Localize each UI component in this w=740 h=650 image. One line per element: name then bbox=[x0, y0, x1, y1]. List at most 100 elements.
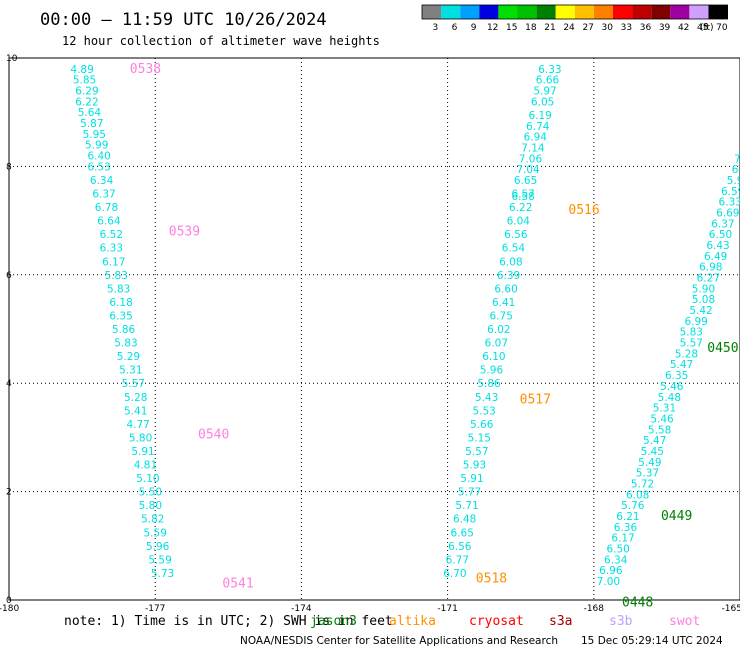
footer-credit: NOAA/NESDIS Center for Satellite Applica… bbox=[240, 635, 558, 647]
swh-value-label: 6.34 bbox=[90, 175, 114, 187]
y-tick-label: 10 bbox=[6, 54, 18, 64]
swh-value-label: 5.53 bbox=[472, 405, 495, 417]
colorbar-label: 42 bbox=[678, 23, 689, 33]
swh-value-label: 5.82 bbox=[141, 514, 164, 526]
colorbar-swatch bbox=[708, 5, 728, 19]
colorbar-label: 39 bbox=[659, 23, 671, 33]
swh-value-label: 6.49 bbox=[704, 251, 727, 263]
swh-value-label: 6.66 bbox=[536, 75, 560, 87]
track-altika: 6.336.665.976.05 6.196.746.947.147.067.04… bbox=[443, 64, 599, 586]
x-tick-label: -177 bbox=[145, 604, 165, 614]
swh-value-label: 5.28 bbox=[124, 392, 147, 404]
swh-value-label: 6.54 bbox=[502, 243, 526, 255]
pass-time-label: 0541 bbox=[222, 577, 253, 592]
swh-value-label: 6.35 bbox=[109, 310, 132, 322]
colorbar-swatch bbox=[593, 5, 613, 19]
swh-value-label: 6.17 bbox=[102, 256, 125, 268]
track-swot: 4.895.856.296.225.645.875.955.996.406.53… bbox=[70, 62, 253, 592]
swh-value-label: 6.33 bbox=[538, 64, 561, 76]
swh-value-label: 5.91 bbox=[460, 473, 483, 485]
colorbar-label: 36 bbox=[640, 23, 652, 33]
swh-value-label: 5.77 bbox=[458, 487, 481, 499]
colorbar-label: 45 bbox=[697, 23, 708, 33]
swh-value-label: 5.87 bbox=[80, 118, 103, 130]
x-tick-label: -171 bbox=[437, 604, 457, 614]
satellite-tracks: 4.895.856.296.225.645.875.955.996.406.53… bbox=[70, 62, 740, 611]
swh-value-label: 6.59 bbox=[721, 186, 740, 198]
y-tick-label: 2 bbox=[6, 488, 12, 498]
swh-value-label: 6.48 bbox=[453, 514, 476, 526]
y-tick-label: 4 bbox=[6, 379, 12, 389]
swh-value-label: 6.57 bbox=[511, 189, 534, 201]
colorbar-swatch bbox=[498, 5, 518, 19]
x-tick-label: -174 bbox=[291, 604, 312, 614]
swh-value-label: 6.33 bbox=[100, 243, 123, 255]
chart-title: 00:00 – 11:59 UTC 10/26/2024 bbox=[40, 10, 327, 30]
swh-value-label: 6.04 bbox=[507, 216, 531, 228]
colorbar-swatch bbox=[460, 5, 480, 19]
swh-value-label: 5.83 bbox=[680, 327, 703, 339]
colorbar-swatch bbox=[441, 5, 461, 19]
satellite-legend-altika: altika bbox=[389, 614, 436, 629]
pass-time-label: 0450 bbox=[707, 341, 738, 356]
swh-value-label: 6.74 bbox=[526, 121, 550, 133]
swh-value-label: 5.80 bbox=[139, 500, 162, 512]
swh-value-label: 6.41 bbox=[492, 297, 515, 309]
swh-value-label: 5.08 bbox=[692, 294, 715, 306]
swh-value-label: 6.17 bbox=[611, 533, 634, 545]
colorbar-swatch bbox=[689, 5, 709, 19]
swh-value-label: 6.22 bbox=[509, 202, 532, 214]
swh-value-label: 5.59 bbox=[144, 527, 167, 539]
swh-value-label: 6.35 bbox=[665, 370, 688, 382]
colorbar-label: 12 bbox=[487, 23, 498, 33]
swh-value-label: 6.27 bbox=[697, 273, 720, 285]
swh-value-label: 5.29 bbox=[117, 351, 140, 363]
swh-value-label: 6.69 bbox=[716, 207, 739, 219]
swh-value-label: 6.77 bbox=[446, 554, 469, 566]
swh-value-label: 5.83 bbox=[105, 270, 128, 282]
swh-value-label: 6.99 bbox=[684, 316, 707, 328]
swh-value-label: 5.43 bbox=[475, 392, 498, 404]
colorbar-unit: (ft) bbox=[700, 23, 714, 33]
swh-value-label: 7.04 bbox=[516, 164, 540, 176]
swh-value-label: 5.15 bbox=[468, 432, 491, 444]
pass-time-label: 0449 bbox=[661, 509, 692, 524]
y-axis-ticks: 0 2 4 6 8 10 bbox=[6, 54, 18, 606]
swh-value-label: 6.65 bbox=[514, 175, 537, 187]
y-tick-label: 6 bbox=[6, 271, 12, 281]
swh-value-label: 6.64 bbox=[97, 216, 121, 228]
swh-value-label: 6.19 bbox=[528, 110, 551, 122]
swh-value-label: 4.81 bbox=[134, 460, 157, 472]
swh-value-label: 5.28 bbox=[675, 348, 698, 360]
swh-value-label: 5.46 bbox=[660, 381, 684, 393]
swh-value-label: 6.33 bbox=[719, 197, 740, 209]
satellite-legend: jason3 altika cryosat s3a s3b swot bbox=[310, 614, 700, 629]
colorbar-swatch bbox=[632, 5, 652, 19]
swh-value-label: 5.96 bbox=[146, 541, 170, 553]
swh-value-label: 5.57 bbox=[680, 338, 703, 350]
swh-value-label: 6.94 bbox=[524, 132, 548, 144]
swh-value-label: 5.46 bbox=[650, 413, 674, 425]
swh-value-label: 5.45 bbox=[641, 446, 664, 458]
swh-value-label: 7.00 bbox=[597, 576, 620, 588]
swh-value-label: 5.31 bbox=[653, 403, 676, 415]
swh-value-label: 6.75 bbox=[490, 310, 513, 322]
swh-value-label: 5.57 bbox=[465, 446, 488, 458]
swh-value-label: 5.58 bbox=[648, 424, 671, 436]
swh-value-label: 5.64 bbox=[78, 107, 102, 119]
plot-frame bbox=[8, 57, 740, 601]
swh-value-label: 5.85 bbox=[73, 75, 96, 87]
swh-value-label: 6.18 bbox=[109, 297, 132, 309]
footer-timestamp: 15 Dec 05:29:14 UTC 2024 bbox=[581, 635, 723, 647]
swh-value-label: 6.56 bbox=[504, 229, 528, 241]
swh-value-label: 5.48 bbox=[658, 392, 681, 404]
satellite-legend-cryosat: cryosat bbox=[469, 614, 524, 629]
swh-value-label: 5.93 bbox=[463, 460, 486, 472]
swh-value-label: 6.21 bbox=[616, 511, 639, 523]
y-tick-label: 0 bbox=[6, 596, 12, 606]
colorbar-label: 9 bbox=[471, 23, 477, 33]
swh-value-label: 6.65 bbox=[451, 527, 474, 539]
satellite-legend-s3b: s3b bbox=[609, 614, 633, 629]
